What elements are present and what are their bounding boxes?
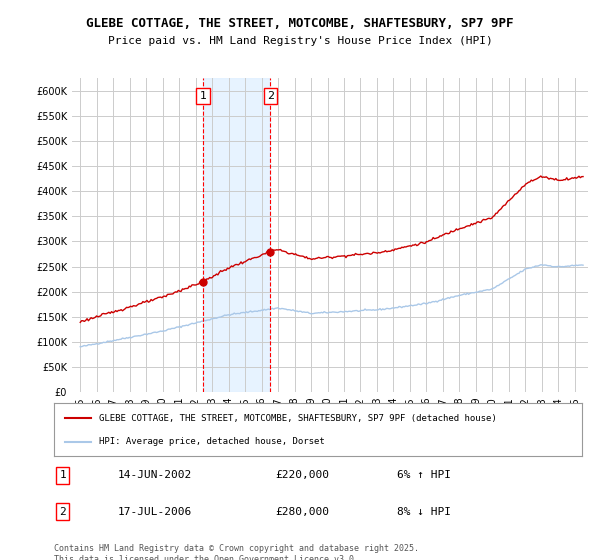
Text: HPI: Average price, detached house, Dorset: HPI: Average price, detached house, Dors… <box>99 437 325 446</box>
Text: 14-JUN-2002: 14-JUN-2002 <box>118 470 191 480</box>
Text: Contains HM Land Registry data © Crown copyright and database right 2025.
This d: Contains HM Land Registry data © Crown c… <box>54 544 419 560</box>
Text: Price paid vs. HM Land Registry's House Price Index (HPI): Price paid vs. HM Land Registry's House … <box>107 36 493 46</box>
Text: £280,000: £280,000 <box>276 507 330 517</box>
Text: GLEBE COTTAGE, THE STREET, MOTCOMBE, SHAFTESBURY, SP7 9PF: GLEBE COTTAGE, THE STREET, MOTCOMBE, SHA… <box>86 17 514 30</box>
Text: £220,000: £220,000 <box>276 470 330 480</box>
Text: 2: 2 <box>267 91 274 101</box>
Text: 8% ↓ HPI: 8% ↓ HPI <box>397 507 451 517</box>
Bar <box>203 78 271 392</box>
Text: 1: 1 <box>200 91 206 101</box>
Text: GLEBE COTTAGE, THE STREET, MOTCOMBE, SHAFTESBURY, SP7 9PF (detached house): GLEBE COTTAGE, THE STREET, MOTCOMBE, SHA… <box>99 414 497 423</box>
Text: 2: 2 <box>59 507 66 517</box>
Text: 17-JUL-2006: 17-JUL-2006 <box>118 507 191 517</box>
Text: 1: 1 <box>59 470 66 480</box>
Text: 6% ↑ HPI: 6% ↑ HPI <box>397 470 451 480</box>
